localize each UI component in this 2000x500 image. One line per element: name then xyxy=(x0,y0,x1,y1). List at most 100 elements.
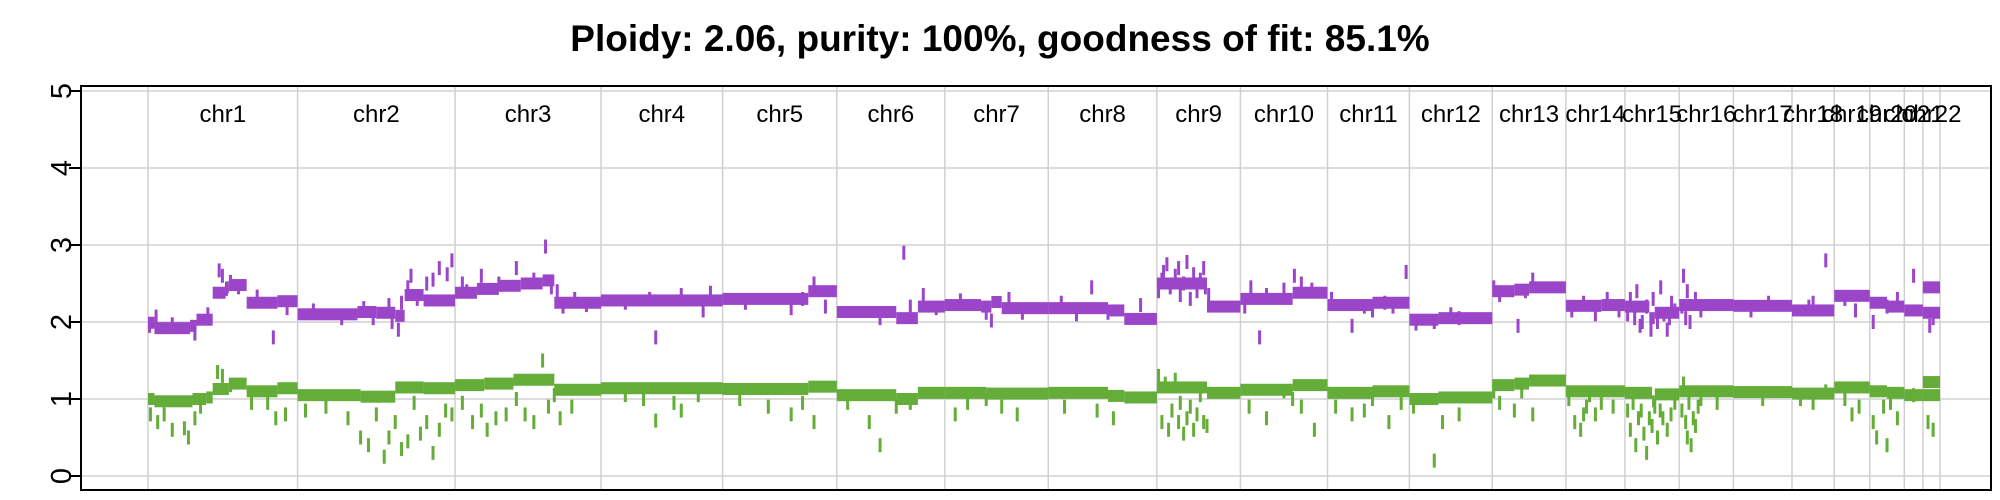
total-copy-number-point xyxy=(1680,299,1684,314)
minor-allele-point xyxy=(1205,418,1209,433)
minor-allele-point xyxy=(1000,399,1004,414)
minor-allele-point xyxy=(1299,399,1303,414)
total-copy-number-point xyxy=(584,298,588,313)
total-copy-number-point xyxy=(1310,282,1314,297)
minor-allele-point xyxy=(766,399,770,414)
minor-allele-point xyxy=(1567,392,1571,406)
total-copy-number-point xyxy=(623,295,627,310)
total-copy-number-point xyxy=(1498,288,1502,303)
minor-allele-point xyxy=(654,413,658,428)
minor-allele-segment xyxy=(1791,387,1835,400)
minor-allele-point xyxy=(1665,422,1669,437)
minor-allele-point xyxy=(324,399,328,414)
minor-allele-point xyxy=(406,434,410,449)
minor-allele-point xyxy=(1931,422,1935,437)
minor-allele-point xyxy=(1198,388,1202,403)
total-copy-number-point xyxy=(1192,267,1196,282)
total-copy-number-point xyxy=(921,288,925,303)
total-copy-number-point xyxy=(1645,299,1649,314)
total-copy-number-point xyxy=(1749,303,1753,318)
minor-allele-point xyxy=(642,392,646,406)
minor-allele-point xyxy=(199,399,203,414)
total-copy-number-point xyxy=(1106,305,1110,320)
minor-allele-point xyxy=(1095,403,1099,418)
minor-allele-point xyxy=(1265,411,1269,426)
total-copy-number-point xyxy=(1659,280,1663,295)
minor-allele-point xyxy=(1680,403,1684,418)
minor-allele-point xyxy=(1111,411,1115,426)
total-copy-number-point xyxy=(431,272,435,287)
minor-allele-point xyxy=(303,403,307,418)
y-tick-label: 0 xyxy=(46,468,78,484)
minor-allele-point xyxy=(1387,415,1391,430)
total-copy-number-point xyxy=(1531,272,1535,287)
chromosome-label-chr10: chr10 xyxy=(1254,101,1314,128)
minor-allele-segment xyxy=(1156,381,1208,394)
total-copy-number-point xyxy=(228,274,232,289)
y-tick-label: 1 xyxy=(46,391,78,407)
minor-allele-point xyxy=(266,395,270,410)
total-copy-number-segment xyxy=(601,294,723,307)
total-copy-number-point xyxy=(1404,264,1408,279)
minor-allele-point xyxy=(1170,403,1174,418)
minor-allele-segment xyxy=(360,390,396,403)
total-copy-number-segment xyxy=(1107,304,1125,317)
minor-allele-point xyxy=(1636,411,1640,426)
total-copy-number-segment xyxy=(1438,312,1493,325)
minor-allele-segment xyxy=(1409,393,1439,405)
chromosome-label-chr15: chr15 xyxy=(1622,101,1682,128)
minor-allele-point xyxy=(1177,415,1181,430)
plot-frame xyxy=(80,85,1992,491)
total-copy-number-point xyxy=(1162,264,1166,279)
total-copy-number-point xyxy=(1807,299,1811,314)
total-copy-number-point xyxy=(255,289,259,304)
minor-allele-point xyxy=(558,411,562,426)
minor-allele-point xyxy=(1015,407,1019,422)
total-copy-number-point xyxy=(1432,315,1436,329)
total-copy-number-point xyxy=(1673,303,1677,318)
minor-allele-segment xyxy=(1107,389,1125,402)
minor-allele-point xyxy=(812,415,816,430)
minor-allele-point xyxy=(1441,415,1445,430)
total-copy-number-point xyxy=(934,301,938,316)
total-copy-number-point xyxy=(285,301,289,316)
total-copy-number-point xyxy=(1651,291,1655,306)
minor-allele-segment xyxy=(1514,377,1530,390)
minor-allele-point xyxy=(1655,430,1659,445)
minor-allele-point xyxy=(1520,384,1524,399)
total-copy-number-point xyxy=(532,272,536,287)
total-copy-number-segment xyxy=(896,312,918,325)
total-copy-number-point xyxy=(460,276,464,291)
minor-allele-point xyxy=(479,403,483,418)
total-copy-number-point xyxy=(1931,311,1935,326)
minor-allele-point xyxy=(1696,399,1700,414)
minor-allele-point xyxy=(1334,399,1338,414)
total-copy-number-point xyxy=(1638,318,1642,333)
minor-allele-segment xyxy=(277,382,298,395)
minor-allele-segment xyxy=(1492,379,1515,392)
total-copy-number-point xyxy=(1185,254,1189,269)
total-copy-number-point xyxy=(371,311,375,326)
total-copy-number-segment xyxy=(1001,302,1049,315)
minor-allele-segment xyxy=(944,386,987,399)
chromosome-label-chr22: chr22 xyxy=(1901,101,1961,128)
total-copy-number-point xyxy=(1258,330,1262,345)
minor-allele-point xyxy=(1585,399,1589,414)
total-copy-number-point xyxy=(1570,303,1574,318)
minor-allele-segment xyxy=(1869,385,1888,398)
minor-allele-point xyxy=(1362,403,1366,418)
total-copy-number-point xyxy=(396,322,400,337)
total-copy-number-segment xyxy=(1529,281,1566,294)
total-copy-number-point xyxy=(154,309,158,324)
chromosome-label-chr8: chr8 xyxy=(1079,101,1126,128)
total-copy-number-point xyxy=(390,315,394,329)
minor-allele-segment xyxy=(1292,379,1328,392)
minor-allele-point xyxy=(1798,392,1802,406)
minor-allele-point xyxy=(1371,392,1375,406)
minor-allele-segment xyxy=(1834,381,1870,394)
minor-allele-segment xyxy=(808,380,837,393)
total-copy-number-point xyxy=(1582,295,1586,310)
minor-allele-point xyxy=(1611,399,1615,414)
minor-allele-segment xyxy=(206,391,213,404)
minor-allele-point xyxy=(437,422,441,437)
